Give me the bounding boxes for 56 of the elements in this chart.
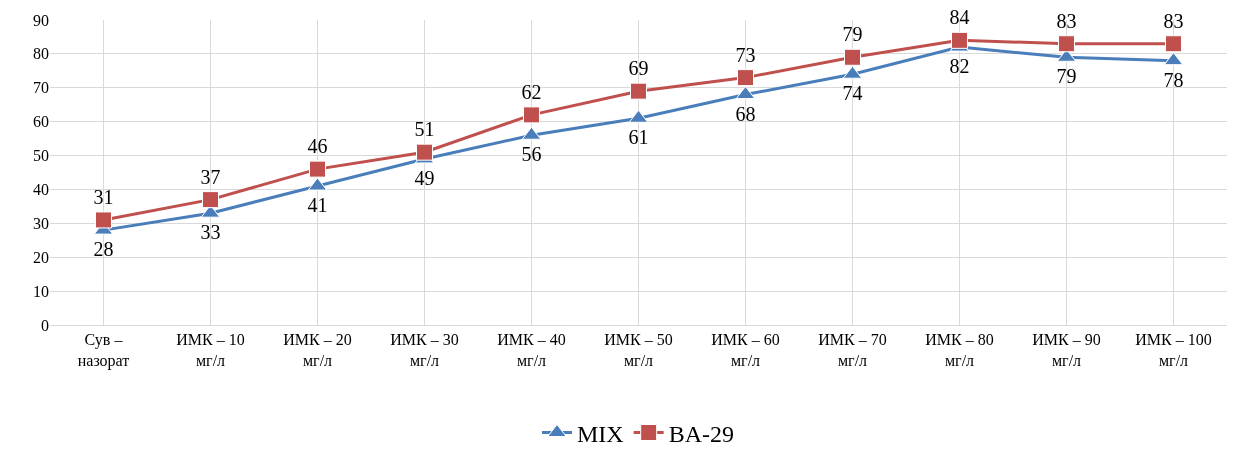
x-tick-label: ИМК – 90 мг/л — [1032, 331, 1101, 369]
point — [523, 106, 540, 124]
data-label: 82 — [949, 55, 970, 78]
y-tick-label: 40 — [33, 181, 49, 199]
data-label: 83 — [1163, 9, 1184, 32]
data-label: 69 — [628, 57, 649, 80]
data-label: 84 — [949, 6, 970, 29]
y-tick-label: 20 — [33, 248, 49, 266]
x-tick-label: ИМК – 80 мг/л — [925, 331, 994, 369]
legend-label: MIX — [577, 420, 624, 447]
point — [630, 82, 647, 100]
y-tick-label: 10 — [33, 282, 49, 300]
data-label: 73 — [735, 43, 756, 66]
point — [309, 160, 326, 178]
data-label: 79 — [1056, 65, 1077, 88]
point — [95, 211, 112, 229]
x-tick-label: ИМК – 40 мг/л — [497, 331, 566, 369]
x-tick-label: Сув – назорат — [77, 331, 130, 370]
x-tick-label: ИМК – 100 мг/л — [1135, 331, 1212, 369]
x-tick-label: ИМК – 50 мг/л — [604, 331, 673, 369]
data-label: 56 — [521, 143, 542, 166]
y-tick-label: 0 — [41, 316, 49, 334]
data-label: 62 — [521, 80, 542, 103]
point — [416, 143, 433, 161]
point — [202, 191, 219, 209]
y-tick-label: 50 — [33, 147, 49, 165]
point — [844, 48, 861, 66]
x-tick-label: ИМК – 20 мг/л — [283, 331, 352, 369]
y-tick-label: 90 — [33, 11, 49, 29]
point — [737, 69, 754, 87]
x-tick-label: ИМК – 70 мг/л — [818, 331, 887, 369]
y-tick-label: 70 — [33, 79, 49, 97]
x-tick-label: ИМК – 10 мг/л — [176, 331, 245, 369]
data-label: 37 — [200, 165, 221, 188]
data-label: 74 — [842, 82, 863, 105]
data-label: 33 — [200, 221, 221, 244]
point — [1165, 35, 1182, 53]
data-label: 41 — [307, 194, 328, 217]
legend-label: BA-29 — [668, 420, 735, 447]
point — [951, 31, 968, 49]
y-tick-label: 80 — [33, 45, 49, 63]
data-label: 51 — [414, 118, 435, 141]
x-tick-label: ИМК – 60 мг/л — [711, 331, 780, 369]
y-tick-label: 30 — [33, 214, 49, 232]
data-label: 49 — [414, 166, 435, 189]
data-label: 61 — [628, 126, 649, 149]
data-label: 31 — [93, 185, 114, 208]
data-label: 83 — [1056, 9, 1077, 32]
data-label: 79 — [842, 23, 863, 46]
data-label: 68 — [735, 102, 756, 125]
data-label: 78 — [1163, 68, 1184, 91]
y-tick-label: 60 — [33, 113, 49, 131]
point — [1058, 35, 1075, 53]
data-label: 28 — [93, 238, 114, 261]
data-label: 46 — [307, 135, 328, 158]
x-tick-label: ИМК – 30 мг/л — [390, 331, 459, 369]
